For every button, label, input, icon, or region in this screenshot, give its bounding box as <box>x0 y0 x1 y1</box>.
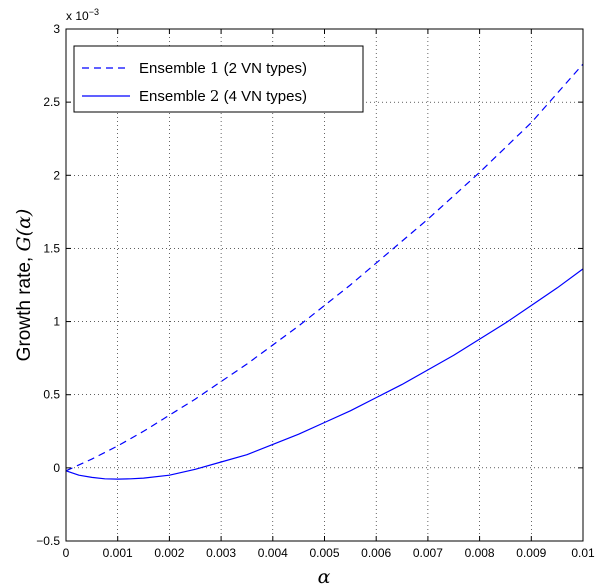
series-line-ensemble-2 <box>65 268 584 480</box>
y-tick-label: 3 <box>53 22 60 36</box>
x-tick-label: 0.009 <box>516 546 546 560</box>
y-tick-label: 0 <box>53 461 60 475</box>
y-tick-label: −0.5 <box>36 534 60 548</box>
series-line-ensemble-1 <box>65 63 584 472</box>
x-axis-label: α <box>318 566 331 588</box>
x-tick-label: 0.001 <box>103 546 133 560</box>
y-tick-label: 0.5 <box>43 388 60 402</box>
y-axis-label: Growth rate, G(α) <box>13 209 35 362</box>
tick-marks <box>65 28 584 542</box>
grid-lines <box>66 29 583 541</box>
x-tick-label: 0.005 <box>309 546 339 560</box>
y-tick-labels: −0.5 0 0.5 1 1.5 2 2.5 3 <box>36 22 60 548</box>
x-tick-label: 0 <box>63 546 70 560</box>
x-tick-label: 0.004 <box>258 546 288 560</box>
y-tick-label: 2 <box>53 168 60 182</box>
x-tick-label: 0.007 <box>413 546 443 560</box>
y-tick-label: 2.5 <box>43 95 60 109</box>
legend: Ensemble 1 (2 VN types) Ensemble 2 (4 VN… <box>73 45 364 113</box>
x-tick-labels: 0 0.001 0.002 0.003 0.004 0.005 0.006 0.007 0.00… <box>63 546 595 560</box>
legend-label-ensemble-2: Ensemble 2 (4 VN types) <box>139 87 307 105</box>
series-group <box>65 63 584 480</box>
x-tick-label: 0.01 <box>571 546 595 560</box>
x-tick-label: 0.003 <box>206 546 236 560</box>
x-tick-label: 0.006 <box>361 546 391 560</box>
x-tick-label: 0.008 <box>465 546 495 560</box>
legend-label-ensemble-1: Ensemble 1 (2 VN types) <box>139 59 307 77</box>
y-exponent-label: x 10−3 <box>66 7 99 23</box>
y-tick-label: 1.5 <box>43 241 60 255</box>
legend-box <box>73 45 364 113</box>
x-tick-label: 0.002 <box>154 546 184 560</box>
y-tick-label: 1 <box>53 315 60 329</box>
